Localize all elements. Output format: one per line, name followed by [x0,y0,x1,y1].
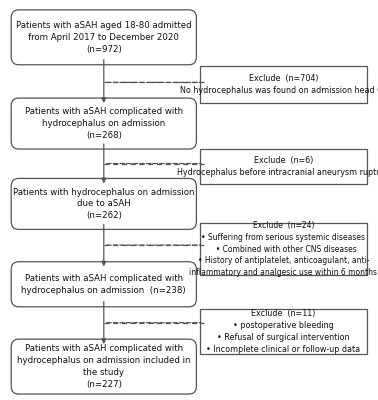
FancyBboxPatch shape [200,66,367,103]
Text: Exclude  (n=24)
• Suffering from serious systemic diseases
  • Combined with oth: Exclude (n=24) • Suffering from serious … [189,221,378,277]
Text: Exclude  (n=704)
No hydrocephalus was found on admission head CT: Exclude (n=704) No hydrocephalus was fou… [180,74,378,95]
FancyBboxPatch shape [200,149,367,184]
FancyBboxPatch shape [11,178,197,230]
FancyBboxPatch shape [200,309,367,354]
FancyBboxPatch shape [11,98,197,149]
Text: Patients with aSAH complicated with
hydrocephalus on admission
(n=268): Patients with aSAH complicated with hydr… [25,107,183,140]
FancyBboxPatch shape [11,10,197,65]
FancyBboxPatch shape [11,262,197,307]
Text: Patients with aSAH complicated with
hydrocephalus on admission included in
the s: Patients with aSAH complicated with hydr… [17,344,191,389]
Text: Exclude  (n=6)
Hydrocephalus before intracranial aneurysm rupture: Exclude (n=6) Hydrocephalus before intra… [177,156,378,177]
Text: Exclude  (n=11)
• postoperative bleeding
• Refusal of surgical intervention
• In: Exclude (n=11) • postoperative bleeding … [206,309,361,354]
Text: Patients with aSAH aged 18-80 admitted
from April 2017 to December 2020
(n=972): Patients with aSAH aged 18-80 admitted f… [16,21,192,54]
FancyBboxPatch shape [11,339,197,394]
Text: Patients with aSAH complicated with
hydrocephalus on admission  (n=238): Patients with aSAH complicated with hydr… [22,274,186,295]
Text: Patients with hydrocephalus on admission
due to aSAH
(n=262): Patients with hydrocephalus on admission… [13,188,195,220]
FancyBboxPatch shape [200,222,367,276]
